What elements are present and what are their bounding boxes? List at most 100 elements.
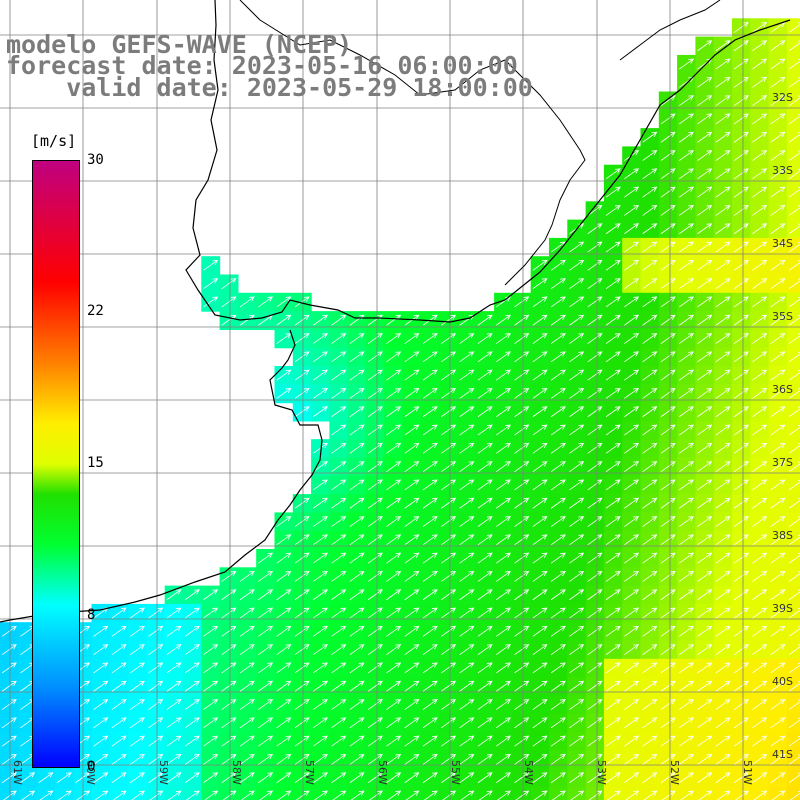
wind-cell bbox=[750, 494, 770, 513]
wind-arrow bbox=[386, 625, 402, 637]
wind-cell bbox=[36, 768, 56, 788]
wind-cell bbox=[219, 622, 239, 642]
wind-arrow bbox=[770, 424, 786, 436]
wind-arrow bbox=[533, 790, 548, 800]
wind-arrow bbox=[294, 387, 310, 399]
wind-arrow bbox=[404, 625, 420, 637]
wind-cell bbox=[439, 512, 459, 532]
wind-cell bbox=[750, 402, 770, 422]
wind-cell bbox=[658, 475, 678, 495]
wind-cell bbox=[512, 603, 532, 623]
wind-arrow bbox=[605, 644, 621, 655]
wind-arrow bbox=[715, 241, 731, 253]
wind-arrow bbox=[496, 589, 511, 601]
wind-cell bbox=[640, 530, 660, 550]
wind-arrow bbox=[294, 516, 310, 527]
wind-cell bbox=[347, 695, 367, 715]
wind-arrow bbox=[148, 772, 164, 784]
wind-cell bbox=[256, 585, 276, 605]
wind-arrow bbox=[569, 589, 585, 601]
wind-cell bbox=[347, 512, 367, 532]
wind-cell bbox=[457, 366, 477, 385]
wind-arrow bbox=[294, 369, 310, 381]
wind-arrow bbox=[496, 662, 511, 674]
wind-cell bbox=[256, 658, 276, 678]
wind-arrow bbox=[733, 241, 749, 253]
wind-arrow bbox=[697, 186, 713, 198]
wind-arrow bbox=[770, 223, 786, 235]
wind-arrow bbox=[166, 699, 182, 710]
wind-cell bbox=[713, 292, 733, 312]
wind-arrow bbox=[697, 223, 713, 235]
wind-cell bbox=[311, 640, 330, 660]
wind-arrow bbox=[624, 223, 640, 235]
wind-arrow bbox=[404, 717, 420, 729]
wind-arrow bbox=[697, 296, 713, 308]
wind-cell bbox=[201, 658, 221, 678]
wind-arrow bbox=[1, 772, 17, 784]
wind-cell bbox=[183, 750, 202, 770]
wind-cell bbox=[475, 732, 495, 751]
wind-cell bbox=[585, 732, 605, 751]
wind-arrow bbox=[514, 351, 530, 363]
wind-arrow bbox=[477, 333, 493, 344]
wind-arrow bbox=[752, 351, 768, 363]
wind-arrow bbox=[733, 680, 749, 692]
wind-arrow bbox=[587, 333, 603, 344]
wind-cell bbox=[677, 457, 696, 477]
wind-cell bbox=[475, 457, 495, 477]
wind-arrow bbox=[660, 406, 676, 418]
wind-cell bbox=[622, 402, 642, 422]
wind-cell bbox=[366, 402, 385, 422]
wind-arrow bbox=[532, 259, 548, 271]
wind-arrow bbox=[642, 552, 658, 564]
wind-cell bbox=[640, 585, 660, 605]
wind-arrow bbox=[166, 644, 182, 655]
wind-arrow bbox=[532, 333, 548, 344]
wind-arrow bbox=[752, 186, 768, 198]
wind-arrow bbox=[93, 680, 109, 692]
wind-cell bbox=[366, 640, 385, 660]
wind-cell bbox=[732, 530, 751, 550]
wind-arrow bbox=[404, 607, 420, 619]
wind-arrow bbox=[477, 753, 493, 765]
lat-label: 40S bbox=[772, 675, 793, 688]
wind-arrow bbox=[496, 424, 511, 436]
wind-cell bbox=[366, 786, 385, 800]
wind-arrow bbox=[642, 461, 658, 472]
wind-cell bbox=[201, 750, 221, 770]
wind-cell bbox=[622, 347, 642, 367]
wind-arrow bbox=[21, 790, 36, 800]
wind-cell bbox=[530, 292, 550, 312]
wind-cell bbox=[494, 640, 513, 660]
wind-arrow bbox=[770, 186, 786, 198]
wind-arrow bbox=[697, 442, 713, 454]
wind-cell bbox=[677, 109, 696, 129]
wind-cell bbox=[0, 713, 19, 733]
wind-arrow bbox=[441, 534, 457, 546]
wind-cell bbox=[0, 622, 19, 642]
wind-cell bbox=[292, 677, 312, 696]
wind-arrow bbox=[514, 424, 530, 436]
wind-arrow bbox=[752, 40, 768, 52]
wind-arrow bbox=[294, 607, 310, 619]
wind-cell bbox=[713, 713, 733, 733]
wind-arrow bbox=[422, 772, 438, 784]
wind-cell bbox=[622, 457, 642, 477]
wind-arrow bbox=[642, 333, 658, 344]
wind-cell bbox=[732, 658, 751, 678]
wind-cell bbox=[567, 786, 587, 800]
wind-cell bbox=[530, 549, 550, 568]
wind-cell bbox=[256, 640, 276, 660]
wind-cell bbox=[256, 603, 276, 623]
wind-arrow bbox=[203, 607, 219, 619]
wind-arrow bbox=[166, 680, 182, 692]
wind-arrow bbox=[167, 790, 182, 800]
wind-cell bbox=[183, 677, 202, 696]
wind-arrow bbox=[404, 497, 420, 509]
wind-arrow bbox=[386, 680, 402, 692]
wind-cell bbox=[658, 402, 678, 422]
wind-arrow bbox=[184, 607, 200, 619]
wind-cell bbox=[109, 695, 129, 715]
wind-cell bbox=[256, 567, 276, 587]
